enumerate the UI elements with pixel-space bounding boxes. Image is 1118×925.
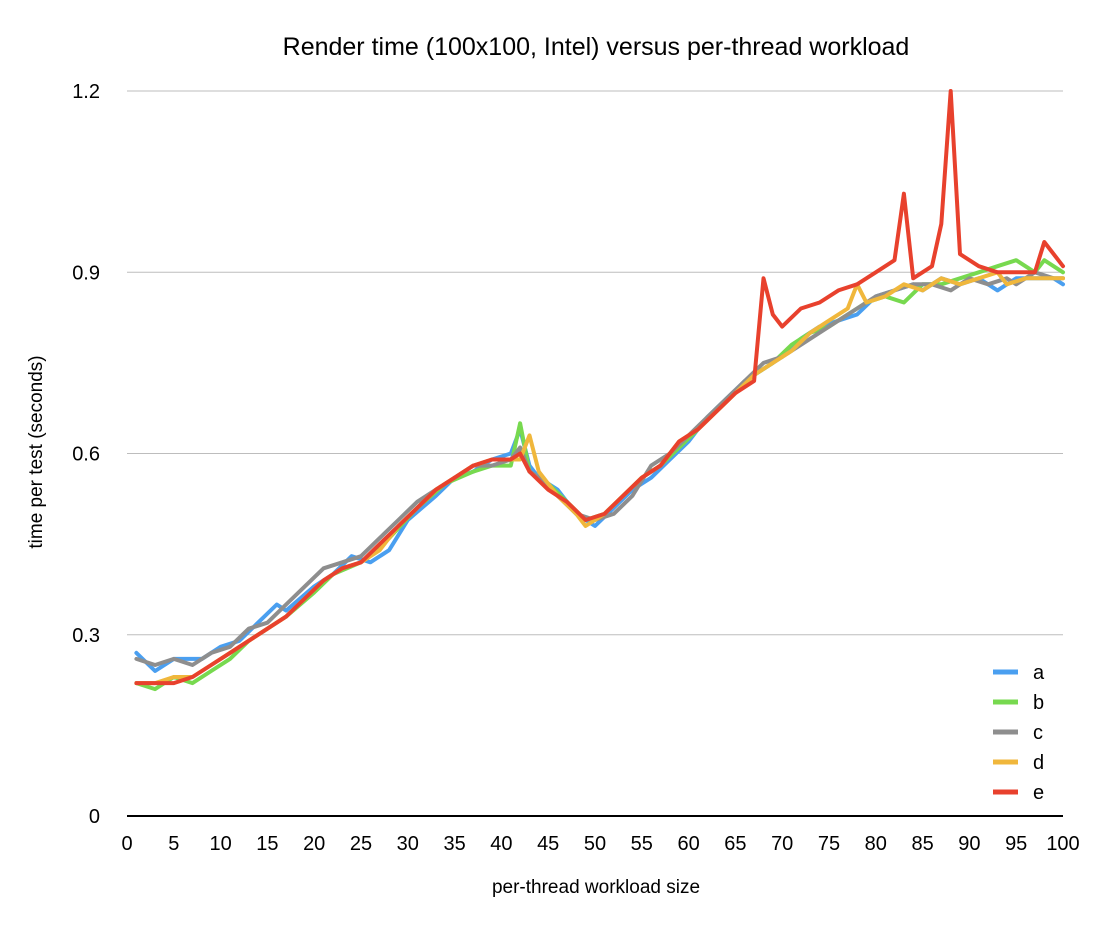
chart-title: Render time (100x100, Intel) versus per-… (283, 33, 910, 61)
y-tick-label: 0.9 (72, 262, 100, 284)
x-tick-label: 45 (537, 833, 559, 855)
x-tick-label: 25 (350, 833, 372, 855)
x-tick-label: 100 (1046, 833, 1079, 855)
x-tick-label: 35 (443, 833, 465, 855)
x-tick-label: 60 (677, 833, 699, 855)
legend-label-b: b (1033, 692, 1044, 714)
series-line-e (134, 89, 1065, 686)
y-tick-label: 0 (89, 806, 100, 828)
x-tick-label: 10 (209, 833, 231, 855)
x-tick-label: 55 (631, 833, 653, 855)
x-tick-label: 50 (584, 833, 606, 855)
x-tick-label: 30 (397, 833, 419, 855)
y-axis-ticks: 0 0.3 0.6 0.9 1.2 (72, 81, 100, 828)
x-tick-label: 85 (911, 833, 933, 855)
series-lines (134, 89, 1065, 692)
x-tick-label: 5 (168, 833, 179, 855)
legend-label-c: c (1033, 722, 1043, 744)
series-line-a (134, 276, 1065, 673)
x-tick-label: 95 (1005, 833, 1027, 855)
x-axis-label: per-thread workload size (492, 877, 700, 898)
x-tick-label: 75 (818, 833, 840, 855)
x-tick-label: 40 (490, 833, 512, 855)
x-tick-label: 65 (724, 833, 746, 855)
x-tick-label: 80 (865, 833, 887, 855)
y-tick-label: 1.2 (72, 81, 100, 103)
y-tick-label: 0.3 (72, 625, 100, 647)
x-tick-label: 0 (121, 833, 132, 855)
legend-label-e: e (1033, 782, 1044, 804)
legend-label-d: d (1033, 752, 1044, 774)
y-tick-label: 0.6 (72, 444, 100, 466)
x-tick-label: 90 (958, 833, 980, 855)
x-tick-label: 20 (303, 833, 325, 855)
legend-label-a: a (1033, 662, 1045, 684)
x-tick-label: 70 (771, 833, 793, 855)
y-axis-label: time per test (seconds) (26, 355, 47, 548)
x-tick-label: 15 (256, 833, 278, 855)
x-axis-ticks: 0 5 10 15 20 25 30 35 40 45 50 55 60 65 70 75 80 85 90 95 10… (121, 833, 1079, 855)
grid-lines (127, 90, 1063, 636)
